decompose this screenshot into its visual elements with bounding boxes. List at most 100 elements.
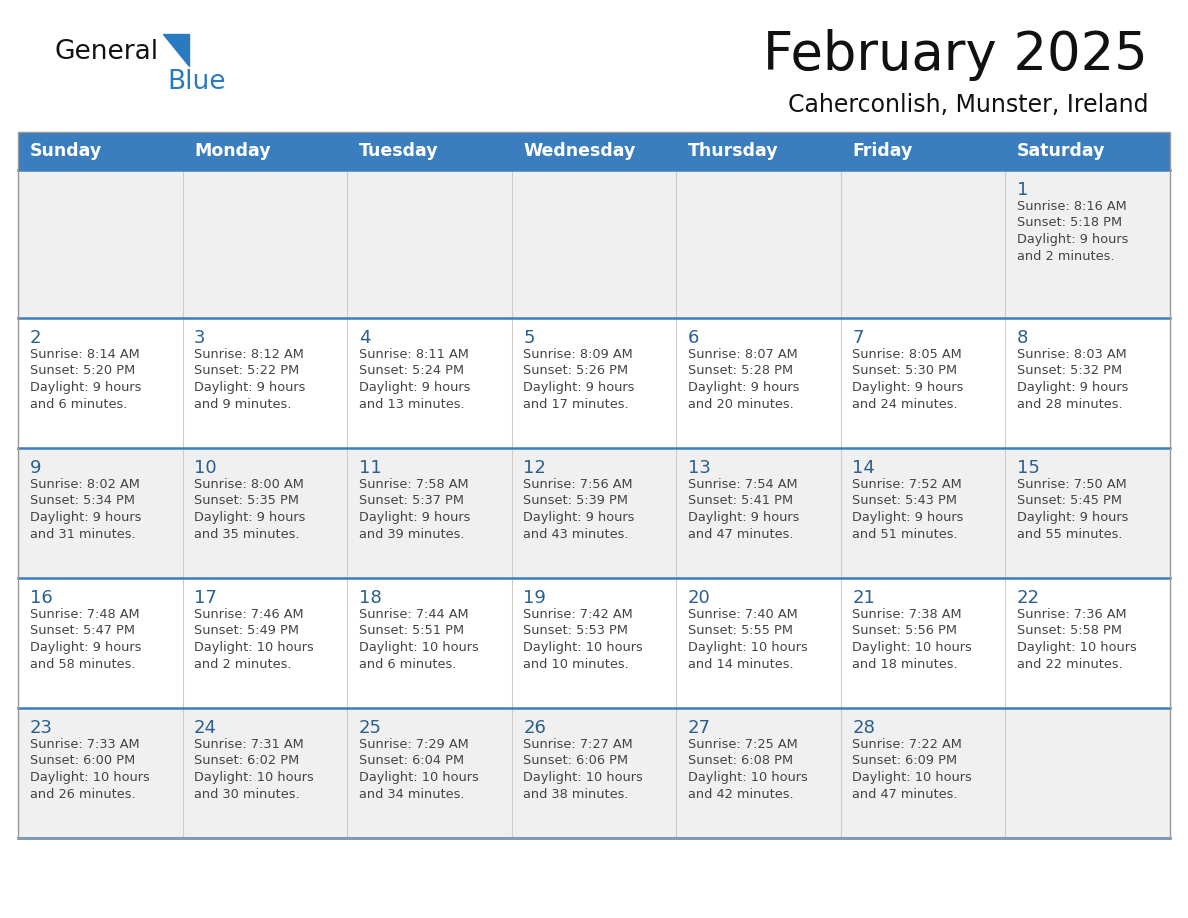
Text: Sunset: 5:43 PM: Sunset: 5:43 PM <box>852 495 958 508</box>
FancyBboxPatch shape <box>18 132 183 170</box>
Text: Sunset: 6:06 PM: Sunset: 6:06 PM <box>523 755 628 767</box>
Text: 15: 15 <box>1017 459 1040 477</box>
Text: and 20 minutes.: and 20 minutes. <box>688 397 794 410</box>
Text: Sunset: 5:53 PM: Sunset: 5:53 PM <box>523 624 628 637</box>
Text: Sunrise: 7:25 AM: Sunrise: 7:25 AM <box>688 738 797 751</box>
Text: Daylight: 10 hours: Daylight: 10 hours <box>688 641 808 654</box>
Text: Sunday: Sunday <box>30 142 102 160</box>
Text: Daylight: 9 hours: Daylight: 9 hours <box>688 381 800 394</box>
Text: Sunrise: 8:14 AM: Sunrise: 8:14 AM <box>30 348 139 361</box>
Text: Daylight: 10 hours: Daylight: 10 hours <box>194 641 314 654</box>
Text: Daylight: 10 hours: Daylight: 10 hours <box>30 771 150 784</box>
Text: Daylight: 10 hours: Daylight: 10 hours <box>359 641 479 654</box>
FancyBboxPatch shape <box>347 132 512 170</box>
Text: Sunrise: 8:12 AM: Sunrise: 8:12 AM <box>194 348 304 361</box>
Text: and 28 minutes.: and 28 minutes. <box>1017 397 1123 410</box>
Text: and 10 minutes.: and 10 minutes. <box>523 657 628 670</box>
Text: Sunrise: 8:02 AM: Sunrise: 8:02 AM <box>30 478 139 491</box>
Text: Sunrise: 8:05 AM: Sunrise: 8:05 AM <box>852 348 962 361</box>
Text: and 18 minutes.: and 18 minutes. <box>852 657 958 670</box>
Text: Caherconlish, Munster, Ireland: Caherconlish, Munster, Ireland <box>788 93 1148 117</box>
Text: 28: 28 <box>852 719 876 737</box>
FancyBboxPatch shape <box>18 708 1170 838</box>
Text: Sunset: 6:02 PM: Sunset: 6:02 PM <box>194 755 299 767</box>
Text: 20: 20 <box>688 589 710 607</box>
Text: and 6 minutes.: and 6 minutes. <box>30 397 127 410</box>
Text: Sunrise: 7:54 AM: Sunrise: 7:54 AM <box>688 478 797 491</box>
Text: Sunset: 5:26 PM: Sunset: 5:26 PM <box>523 364 628 377</box>
Text: Sunset: 5:35 PM: Sunset: 5:35 PM <box>194 495 299 508</box>
Text: Sunrise: 8:07 AM: Sunrise: 8:07 AM <box>688 348 797 361</box>
Text: Sunrise: 7:46 AM: Sunrise: 7:46 AM <box>194 608 304 621</box>
Text: Sunrise: 8:03 AM: Sunrise: 8:03 AM <box>1017 348 1126 361</box>
Text: Friday: Friday <box>852 142 912 160</box>
Text: and 31 minutes.: and 31 minutes. <box>30 528 135 541</box>
Text: 17: 17 <box>194 589 217 607</box>
Text: 1: 1 <box>1017 181 1029 199</box>
Text: Daylight: 9 hours: Daylight: 9 hours <box>30 641 141 654</box>
Text: and 47 minutes.: and 47 minutes. <box>688 528 794 541</box>
Text: Sunset: 6:04 PM: Sunset: 6:04 PM <box>359 755 463 767</box>
Text: Sunrise: 8:09 AM: Sunrise: 8:09 AM <box>523 348 633 361</box>
Text: Daylight: 9 hours: Daylight: 9 hours <box>194 381 305 394</box>
Text: and 24 minutes.: and 24 minutes. <box>852 397 958 410</box>
Text: and 39 minutes.: and 39 minutes. <box>359 528 465 541</box>
Text: 16: 16 <box>30 589 52 607</box>
Text: Daylight: 9 hours: Daylight: 9 hours <box>523 511 634 524</box>
Text: Sunset: 5:20 PM: Sunset: 5:20 PM <box>30 364 134 377</box>
Text: February 2025: February 2025 <box>763 29 1148 81</box>
Text: Daylight: 9 hours: Daylight: 9 hours <box>852 511 963 524</box>
Text: Sunrise: 7:44 AM: Sunrise: 7:44 AM <box>359 608 468 621</box>
Text: 14: 14 <box>852 459 876 477</box>
Text: Sunset: 5:58 PM: Sunset: 5:58 PM <box>1017 624 1121 637</box>
Text: Sunset: 5:56 PM: Sunset: 5:56 PM <box>852 624 958 637</box>
Text: Sunrise: 7:42 AM: Sunrise: 7:42 AM <box>523 608 633 621</box>
Polygon shape <box>163 34 189 66</box>
Text: 11: 11 <box>359 459 381 477</box>
Text: Daylight: 9 hours: Daylight: 9 hours <box>688 511 800 524</box>
Text: Daylight: 10 hours: Daylight: 10 hours <box>194 771 314 784</box>
Text: and 30 minutes.: and 30 minutes. <box>194 788 299 800</box>
Text: 3: 3 <box>194 329 206 347</box>
Text: 21: 21 <box>852 589 876 607</box>
Text: 8: 8 <box>1017 329 1029 347</box>
Text: 22: 22 <box>1017 589 1040 607</box>
Text: Thursday: Thursday <box>688 142 778 160</box>
Text: Daylight: 9 hours: Daylight: 9 hours <box>852 381 963 394</box>
Text: Sunrise: 8:11 AM: Sunrise: 8:11 AM <box>359 348 468 361</box>
Text: Sunset: 5:22 PM: Sunset: 5:22 PM <box>194 364 299 377</box>
Text: Sunrise: 7:27 AM: Sunrise: 7:27 AM <box>523 738 633 751</box>
FancyBboxPatch shape <box>18 578 1170 708</box>
Text: and 55 minutes.: and 55 minutes. <box>1017 528 1123 541</box>
Text: Sunset: 5:37 PM: Sunset: 5:37 PM <box>359 495 463 508</box>
Text: 7: 7 <box>852 329 864 347</box>
Text: Daylight: 9 hours: Daylight: 9 hours <box>1017 511 1129 524</box>
Text: Sunset: 5:24 PM: Sunset: 5:24 PM <box>359 364 463 377</box>
Text: 18: 18 <box>359 589 381 607</box>
Text: Sunrise: 7:33 AM: Sunrise: 7:33 AM <box>30 738 139 751</box>
Text: Sunrise: 7:52 AM: Sunrise: 7:52 AM <box>852 478 962 491</box>
Text: Sunrise: 7:29 AM: Sunrise: 7:29 AM <box>359 738 468 751</box>
Text: 4: 4 <box>359 329 371 347</box>
Text: Sunset: 5:28 PM: Sunset: 5:28 PM <box>688 364 792 377</box>
Text: Sunset: 6:08 PM: Sunset: 6:08 PM <box>688 755 792 767</box>
Text: 26: 26 <box>523 719 546 737</box>
FancyBboxPatch shape <box>183 132 347 170</box>
Text: Sunset: 5:41 PM: Sunset: 5:41 PM <box>688 495 792 508</box>
Text: 23: 23 <box>30 719 52 737</box>
Text: and 6 minutes.: and 6 minutes. <box>359 657 456 670</box>
Text: Sunrise: 7:38 AM: Sunrise: 7:38 AM <box>852 608 962 621</box>
Text: and 26 minutes.: and 26 minutes. <box>30 788 135 800</box>
Text: and 17 minutes.: and 17 minutes. <box>523 397 628 410</box>
FancyBboxPatch shape <box>1005 132 1170 170</box>
Text: 2: 2 <box>30 329 42 347</box>
Text: 12: 12 <box>523 459 546 477</box>
Text: Daylight: 9 hours: Daylight: 9 hours <box>359 511 470 524</box>
Text: 10: 10 <box>194 459 216 477</box>
Text: Tuesday: Tuesday <box>359 142 438 160</box>
Text: General: General <box>55 39 159 65</box>
Text: and 13 minutes.: and 13 minutes. <box>359 397 465 410</box>
Text: Sunset: 5:45 PM: Sunset: 5:45 PM <box>1017 495 1121 508</box>
Text: Sunrise: 7:22 AM: Sunrise: 7:22 AM <box>852 738 962 751</box>
Text: Daylight: 9 hours: Daylight: 9 hours <box>30 511 141 524</box>
